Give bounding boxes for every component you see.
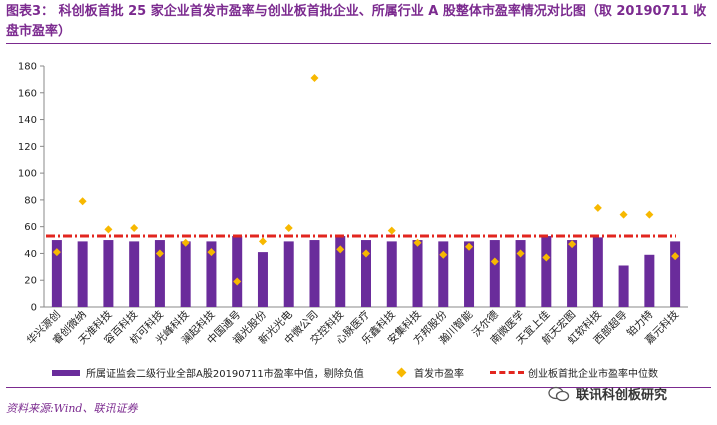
- point: [516, 249, 525, 258]
- watermark-text: 联讯科创板研究: [576, 388, 668, 403]
- point: [362, 249, 370, 258]
- y-tick-label: 80: [24, 195, 37, 206]
- legend-swatch-bar: [52, 369, 80, 376]
- point: [619, 210, 628, 219]
- bar: [412, 240, 423, 307]
- bar: [592, 237, 603, 307]
- point: [465, 242, 474, 251]
- point: [233, 277, 242, 286]
- bar: [309, 240, 320, 307]
- chart-legend: 所属证监会二级行业全部A股20190711市盈率中值，剔除负值 首发市盈率 创业…: [52, 363, 712, 381]
- bar: [541, 236, 552, 307]
- watermark: 联讯科创板研究: [548, 384, 667, 403]
- bar: [257, 252, 268, 307]
- y-tick-label: 40: [24, 249, 37, 260]
- point: [336, 245, 345, 254]
- y-tick-label: 120: [18, 142, 37, 153]
- bar: [206, 241, 217, 307]
- legend-label-industry-pe: 所属证监会二级行业全部A股20190711市盈率中值，剔除负值: [86, 369, 364, 380]
- point: [155, 249, 164, 258]
- y-tick-label: 60: [24, 222, 37, 233]
- legend-item-chinext-median: 创业板首批企业市盈率中位数: [490, 365, 658, 380]
- point: [181, 238, 190, 247]
- point: [258, 237, 267, 246]
- bar: [361, 240, 371, 307]
- footer-divider: [6, 387, 711, 388]
- point: [439, 250, 448, 259]
- y-tick-label: 20: [24, 276, 37, 287]
- bar: [103, 240, 114, 307]
- point: [413, 238, 422, 247]
- y-tick-label: 160: [18, 88, 37, 99]
- point: [568, 240, 577, 249]
- chart-plot: 020406080100120140160180华兴源创睿创微纳天准科技容百科技…: [18, 62, 688, 347]
- bar: [670, 241, 681, 307]
- point: [104, 225, 113, 234]
- point: [207, 248, 216, 257]
- bar: [567, 240, 578, 307]
- point: [310, 74, 319, 83]
- point: [52, 248, 61, 257]
- bar: [335, 236, 346, 307]
- point: [645, 210, 654, 219]
- bar: [77, 241, 88, 307]
- source-note: 资料来源:Wind、联讯证券: [6, 402, 138, 415]
- legend-swatch-diamond: [396, 367, 407, 378]
- y-tick-label: 100: [18, 169, 37, 180]
- point: [490, 257, 499, 266]
- point: [671, 252, 680, 261]
- bar: [51, 240, 62, 307]
- bar: [154, 240, 165, 307]
- legend-item-industry-pe: 所属证监会二级行业全部A股20190711市盈率中值，剔除负值: [52, 365, 364, 380]
- bar: [438, 241, 449, 307]
- y-tick-label: 180: [18, 62, 37, 73]
- bar: [386, 241, 397, 307]
- point: [130, 224, 139, 233]
- legend-label-ipo-pe: 首发市盈率: [414, 369, 464, 380]
- bar: [180, 241, 191, 307]
- legend-item-ipo-pe: 首发市盈率: [395, 365, 464, 380]
- point: [542, 253, 551, 262]
- bar: [283, 241, 294, 307]
- legend-swatch-dashed-line: [490, 371, 524, 374]
- bar: [129, 241, 140, 307]
- title-divider: [6, 43, 711, 44]
- wechat-icon: [548, 386, 570, 401]
- chart-title: 图表3： 科创板首批 25 家企业首发市盈率与创业板首批企业、所属行业 A 股整…: [6, 4, 707, 39]
- y-tick-label: 140: [18, 115, 37, 126]
- bar: [464, 241, 475, 307]
- bar: [232, 236, 243, 307]
- point: [387, 226, 396, 235]
- bar: [489, 240, 500, 307]
- bar: [515, 240, 526, 307]
- bar: [618, 265, 629, 307]
- point: [78, 197, 87, 206]
- legend-label-chinext-median: 创业板首批企业市盈率中位数: [528, 369, 658, 380]
- y-tick-label: 0: [31, 303, 37, 314]
- point: [284, 224, 293, 233]
- point: [593, 203, 602, 212]
- bar: [644, 254, 655, 307]
